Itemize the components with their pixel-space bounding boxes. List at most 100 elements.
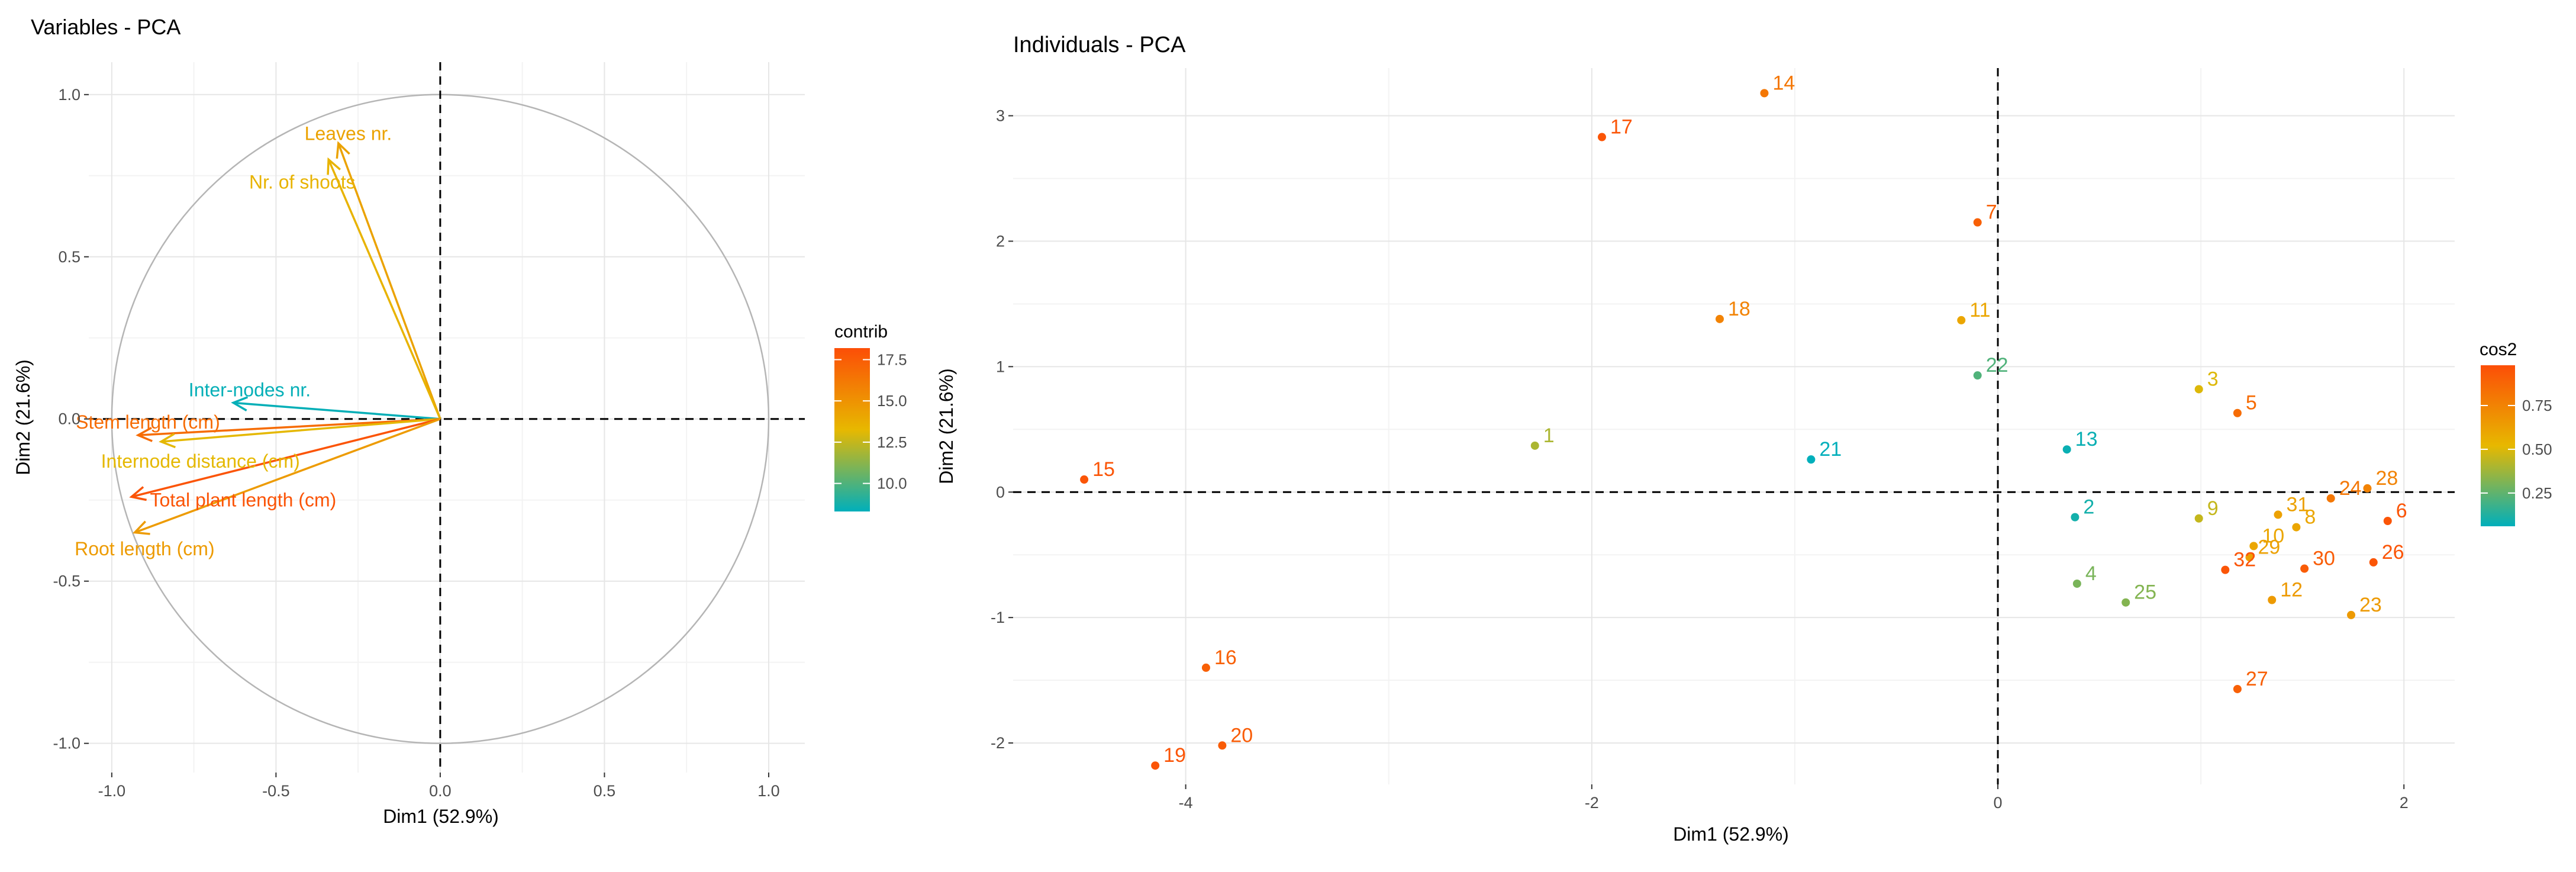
individual-point-label: 8 bbox=[2304, 506, 2316, 529]
variable-arrows bbox=[129, 141, 441, 535]
contrib-legend-title: contrib bbox=[834, 322, 888, 342]
individual-point bbox=[2326, 494, 2335, 503]
individual-labels: 1234567891011121314151617181920212223242… bbox=[1092, 72, 2407, 767]
variables-pca-panel: Variables - PCA Leaves nr. Nr. of shoots I… bbox=[12, 15, 907, 827]
cos2-legend-tick-label: 0.50 bbox=[2522, 440, 2552, 458]
individual-point-label: 10 bbox=[2262, 525, 2284, 547]
cos2-legend-tick-label: 0.75 bbox=[2522, 397, 2552, 414]
variables-y-tick-label: -0.5 bbox=[53, 572, 80, 590]
individual-point-label: 27 bbox=[2246, 668, 2268, 690]
cos2-legend-ticks: 0.25 0.50 0.75 bbox=[2481, 397, 2552, 502]
individual-point bbox=[2122, 598, 2130, 607]
variable-arrow bbox=[134, 418, 441, 534]
variable-arrowhead bbox=[132, 520, 150, 535]
individual-point-label: 25 bbox=[2134, 581, 2156, 604]
individual-point-label: 1 bbox=[1543, 424, 1555, 447]
individual-point-label: 32 bbox=[2233, 549, 2256, 571]
variable-arrow bbox=[327, 159, 441, 420]
individual-point bbox=[1760, 89, 1769, 98]
individual-point-label: 18 bbox=[1728, 298, 1750, 320]
individual-point bbox=[2221, 565, 2230, 574]
individual-point-label: 14 bbox=[1772, 72, 1795, 94]
individual-point bbox=[1080, 475, 1089, 484]
contrib-legend-tick-label: 17.5 bbox=[877, 351, 907, 369]
variables-y-tick-label: -1.0 bbox=[53, 735, 80, 752]
individual-point bbox=[1151, 761, 1160, 770]
individuals-y-tick-label: 0 bbox=[996, 483, 1005, 501]
variable-label: Total plant length (cm) bbox=[150, 490, 336, 511]
variable-arrowhead bbox=[231, 396, 249, 411]
individual-point-label: 3 bbox=[2207, 368, 2219, 390]
individual-point bbox=[2347, 610, 2356, 619]
individual-point-label: 22 bbox=[1986, 354, 2008, 377]
cos2-colorbar bbox=[2481, 365, 2515, 526]
individuals-pca-title: Individuals - PCA bbox=[1013, 33, 1186, 57]
individuals-y-tick-label: -1 bbox=[991, 609, 1005, 626]
individuals-x-tick-label: 2 bbox=[2400, 794, 2409, 812]
variables-y-ticks: -1.0 -0.5 0.0 0.5 1.0 bbox=[53, 86, 89, 752]
individual-point-label: 5 bbox=[2246, 392, 2257, 414]
individual-point bbox=[2194, 385, 2203, 394]
individual-point-label: 11 bbox=[1969, 299, 1990, 321]
individual-point-label: 19 bbox=[1163, 744, 1186, 767]
individual-point-label: 31 bbox=[2287, 493, 2309, 516]
individuals-zero-lines bbox=[1013, 68, 2455, 784]
variables-x-tick-label: -0.5 bbox=[262, 782, 290, 800]
individual-point bbox=[2233, 684, 2242, 693]
individual-point-label: 24 bbox=[2339, 477, 2362, 500]
individual-point bbox=[1530, 441, 1539, 450]
variable-label: Inter-nodes nr. bbox=[189, 379, 311, 400]
individual-point bbox=[2233, 408, 2242, 417]
individual-point-label: 7 bbox=[1986, 201, 1997, 224]
variable-label: Stem length (cm) bbox=[76, 411, 220, 433]
contrib-legend-tick-label: 10.0 bbox=[877, 475, 907, 493]
variable-label: Leaves nr. bbox=[305, 123, 392, 144]
cos2-legend: cos2 0.25 0.50 0.75 bbox=[2480, 340, 2552, 526]
variable-arrowhead bbox=[129, 486, 147, 501]
variable-arrowhead bbox=[136, 427, 153, 442]
variables-y-tick-label: 1.0 bbox=[58, 86, 80, 104]
individual-point bbox=[1201, 663, 1210, 672]
individual-point-label: 13 bbox=[2075, 428, 2098, 451]
individual-point-label: 23 bbox=[2359, 594, 2382, 616]
individual-point bbox=[2292, 523, 2301, 532]
individual-point bbox=[1218, 741, 1227, 750]
cos2-legend-title: cos2 bbox=[2480, 340, 2517, 359]
individual-point-label: 30 bbox=[2313, 548, 2335, 570]
variables-x-ticks: -1.0 -0.5 0.0 0.5 1.0 bbox=[98, 773, 780, 800]
individual-point-label: 16 bbox=[1214, 646, 1237, 669]
individual-point bbox=[2300, 564, 2309, 573]
individual-point bbox=[2274, 510, 2282, 519]
variable-arrowhead bbox=[336, 141, 350, 159]
individual-point bbox=[2268, 596, 2277, 604]
variables-x-tick-label: 1.0 bbox=[757, 782, 780, 800]
variables-x-tick-label: 0.0 bbox=[429, 782, 452, 800]
cos2-legend-tick-label: 0.25 bbox=[2522, 484, 2552, 502]
individual-point bbox=[1597, 133, 1606, 141]
individuals-x-tick-label: 0 bbox=[1994, 794, 2003, 812]
individuals-y-tick-label: -2 bbox=[991, 734, 1005, 752]
individual-point-label: 20 bbox=[1230, 724, 1253, 746]
variable-label: Internode distance (cm) bbox=[101, 451, 300, 472]
variables-x-axis-label: Dim1 (52.9%) bbox=[383, 806, 499, 827]
individual-point-label: 9 bbox=[2207, 497, 2219, 520]
individuals-y-tick-label: 3 bbox=[996, 107, 1005, 125]
individual-point bbox=[1973, 371, 1982, 380]
variable-arrow bbox=[337, 143, 441, 420]
variable-arrowhead bbox=[159, 433, 176, 449]
contrib-legend-ticks: 10.0 12.5 15.0 17.5 bbox=[834, 351, 907, 493]
individual-point-label: 6 bbox=[2396, 500, 2407, 522]
individual-point bbox=[2194, 514, 2203, 523]
individual-point-label: 29 bbox=[2258, 536, 2280, 558]
individuals-plot-area bbox=[1013, 68, 2455, 784]
individuals-x-ticks: -4 -2 0 2 bbox=[1179, 784, 2409, 812]
individual-point-label: 21 bbox=[1819, 438, 1842, 461]
contrib-colorbar bbox=[834, 348, 870, 511]
variables-y-tick-label: 0.5 bbox=[58, 248, 80, 266]
variable-arrow bbox=[138, 417, 440, 436]
variables-pca-title: Variables - PCA bbox=[31, 15, 180, 39]
variable-label: Nr. of shoots bbox=[249, 172, 356, 193]
variables-y-tick-label: 0.0 bbox=[58, 410, 80, 428]
individual-point-label: 28 bbox=[2375, 467, 2398, 490]
individual-point bbox=[1957, 316, 1966, 324]
